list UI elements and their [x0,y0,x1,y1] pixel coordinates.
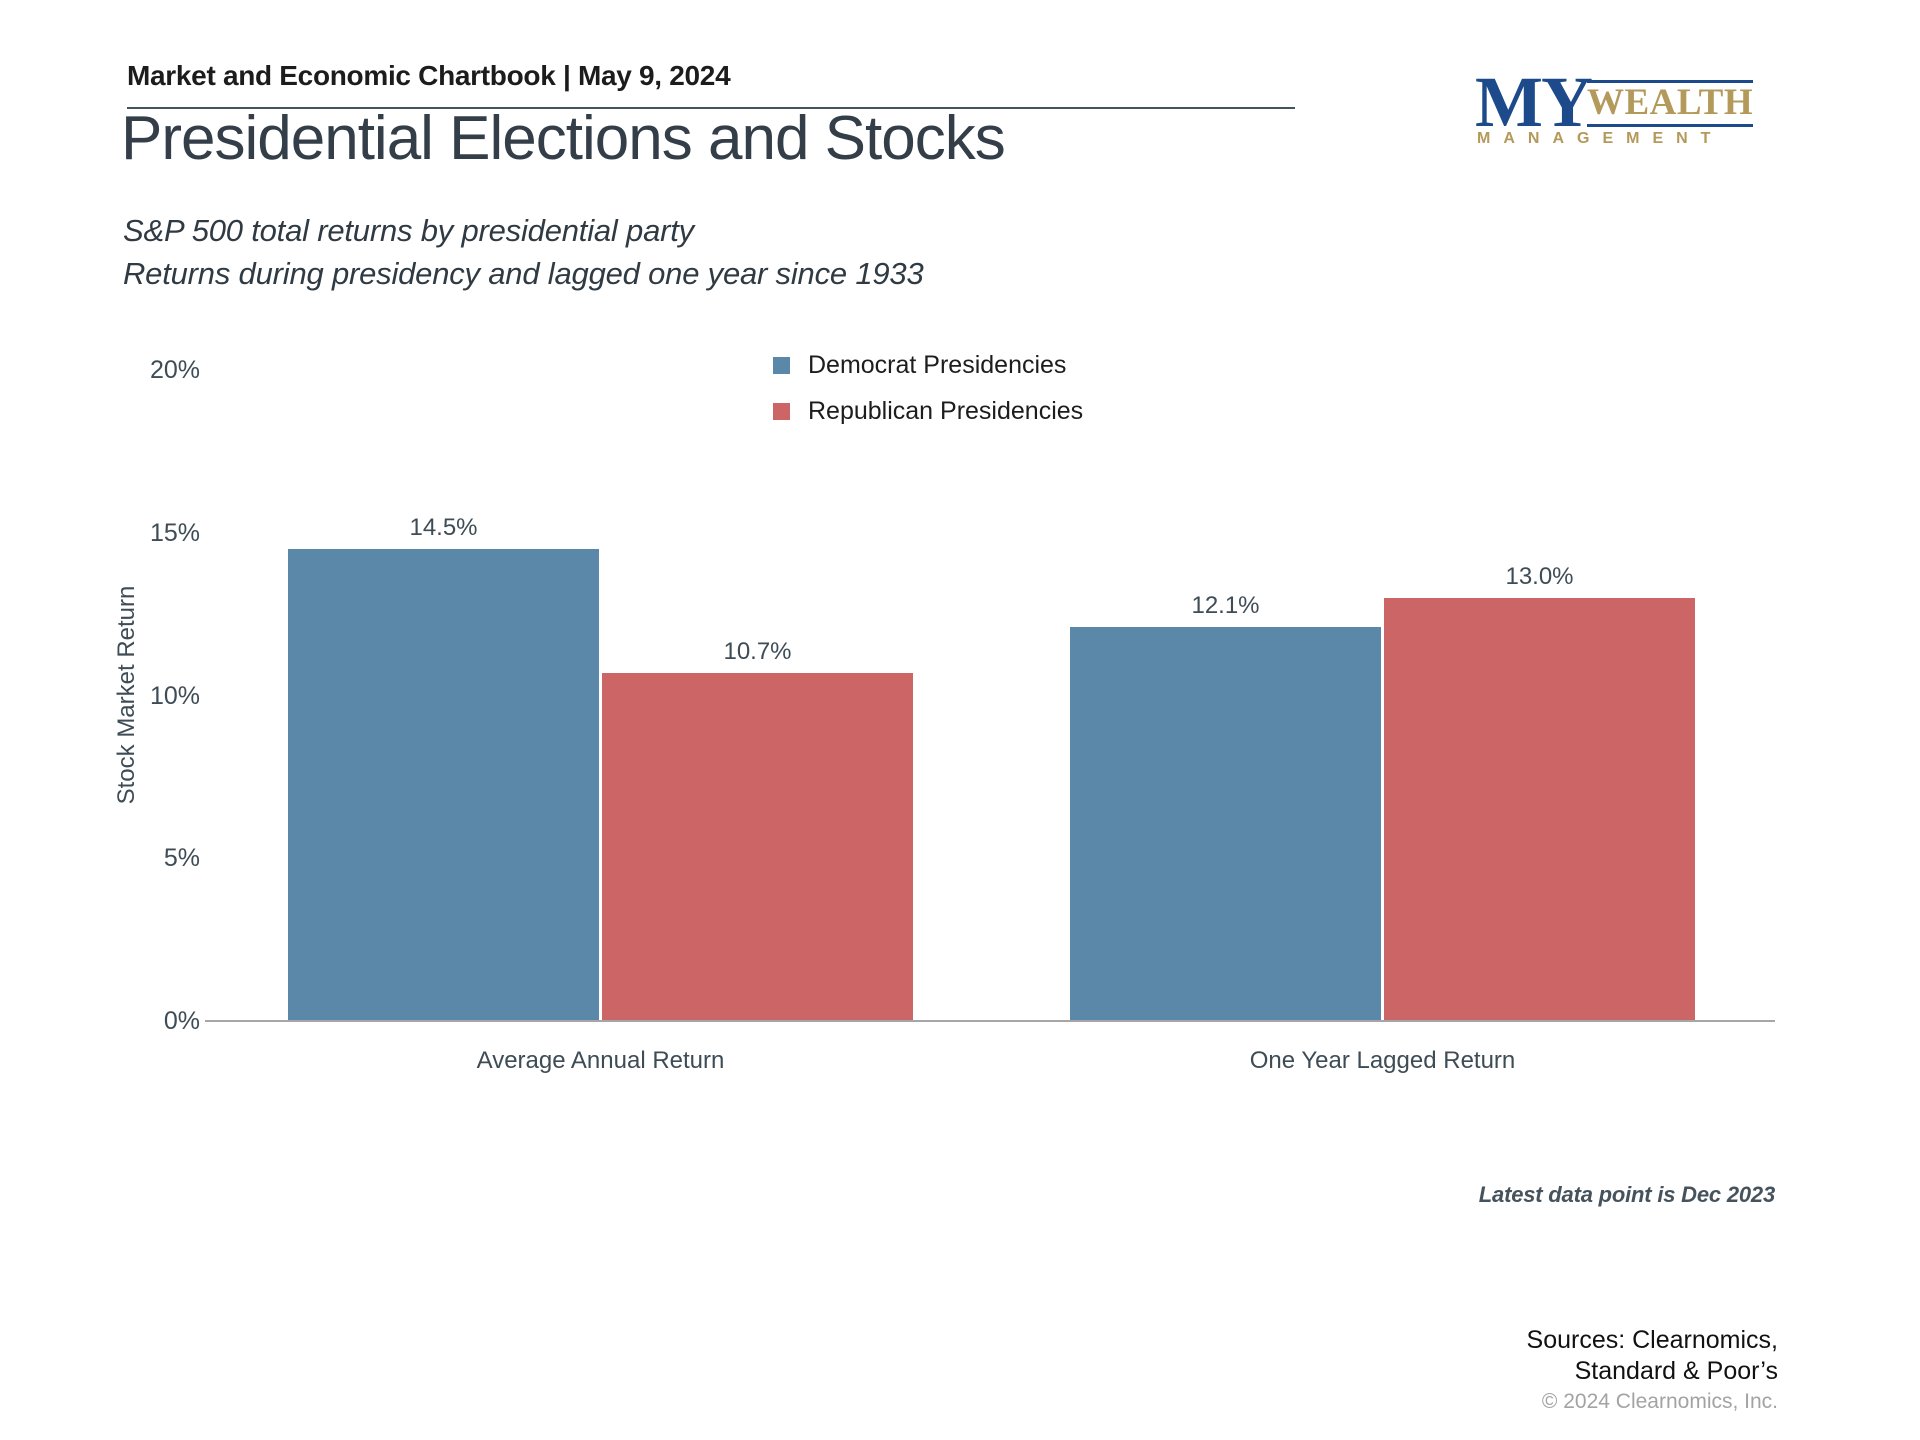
plot-area: 14.5% 10.7% 12.1% 13.0% [205,370,1775,1021]
header-divider [127,107,1295,109]
y-tick-label: 20% [149,356,200,384]
y-tick-label: 5% [163,844,200,873]
legend: Democrat Presidencies Republican Presiden… [773,350,1083,442]
y-tick-label: 15% [149,518,200,547]
bar-democrat-1 [288,549,599,1021]
logo-word-my: MY [1475,62,1593,142]
latest-data-note: Latest data point is Dec 2023 [1478,1182,1775,1207]
legend-swatch-icon [773,356,790,374]
legend-label: Republican Presidencies [808,396,1084,425]
bar-democrat-2 [1070,627,1381,1021]
bar-value-label: 13.0% [1505,562,1574,590]
subtitle-line-2: Returns during presidency and lagged one… [123,256,924,291]
bar-value-label: 12.1% [1191,592,1260,620]
x-axis-line [205,1020,1775,1022]
chartbook-header: Market and Economic Chartbook | May 9, 2… [127,60,731,91]
legend-item-republican: Republican Presidencies [773,396,1083,426]
bar-value-label: 14.5% [409,514,478,542]
company-logo: MY WEALTH MANAGEMENT [1475,66,1765,150]
subtitle-line-1: S&P 500 total returns by presidential pa… [123,213,694,248]
logo-wealth-block: WEALTH [1587,80,1753,127]
logo-word-management: MANAGEMENT [1477,130,1724,147]
sources-block: Sources: Clearnomics, Standard & Poor’s … [1298,1325,1778,1415]
x-category-label: Average Annual Return [476,1047,725,1074]
sources-line-2: Standard & Poor’s [1574,1357,1778,1385]
x-category-label: One Year Lagged Return [1249,1047,1516,1074]
page-title: Presidential Elections and Stocks [121,104,1006,173]
logo-word-wealth: WEALTH [1587,82,1754,123]
legend-swatch-icon [773,402,790,420]
legend-label: Democrat Presidencies [808,350,1067,379]
copyright-line: © 2024 Clearnomics, Inc. [1541,1390,1778,1413]
y-tick-label: 10% [149,681,200,710]
bar-value-label: 10.7% [723,637,792,665]
bar-republican-2 [1384,597,1695,1021]
y-tick-label: 0% [163,1007,200,1035]
bar-republican-1 [602,672,913,1021]
legend-item-democrat: Democrat Presidencies [773,350,1083,380]
sources-line-1: Sources: Clearnomics, [1526,1326,1778,1354]
